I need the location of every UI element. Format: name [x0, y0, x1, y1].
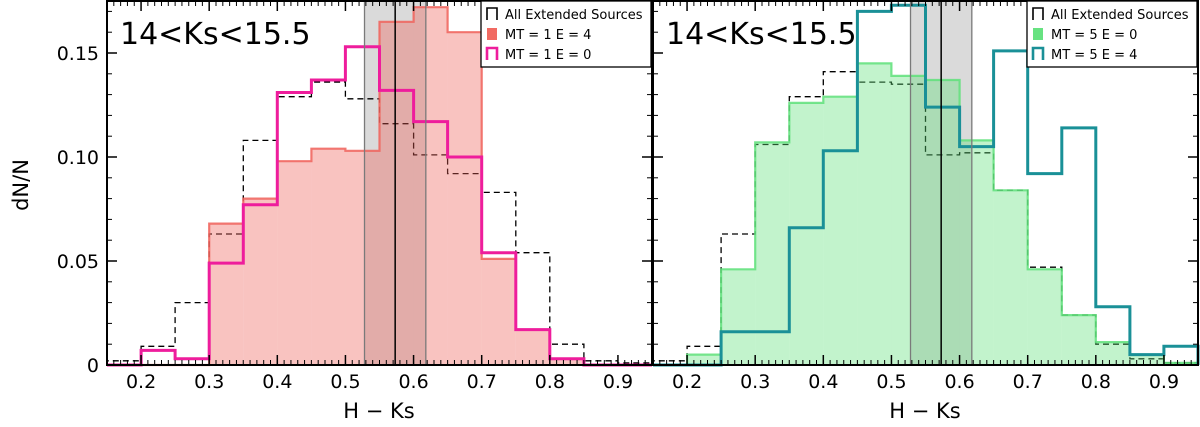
histogram-bar	[1129, 354, 1164, 365]
histogram-bar	[549, 358, 584, 365]
x-axis-label: H − Ks	[889, 399, 960, 423]
legend-swatch	[1031, 46, 1045, 60]
histogram-bar	[379, 21, 414, 366]
histogram-bar	[1027, 269, 1062, 365]
x-axis-label: H − Ks	[343, 399, 414, 423]
panel-left: 14<Ks<15.5 H − Ks dN/N 0.2 0.3 0.4 0.5 0.6 0.…	[9, 0, 653, 423]
x-tick-label: 0.3	[740, 371, 770, 393]
x-tick-label: 0.4	[808, 371, 838, 393]
x-tick-label: 0.2	[672, 371, 702, 393]
legend-swatch	[1033, 28, 1043, 40]
series-outline	[652, 71, 1199, 365]
panel-title: 14<Ks<15.5	[120, 17, 311, 52]
legend-frame	[480, 0, 652, 68]
histogram-bar	[891, 75, 926, 365]
legend: All Extended Sources MT = 5 E = 0 MT = 5 E…	[1026, 0, 1198, 68]
histogram-bar	[1095, 342, 1130, 365]
histogram-bar	[823, 96, 858, 366]
histogram-bar	[345, 150, 380, 365]
x-tick-label: 0.3	[194, 371, 224, 393]
legend-label: MT = 5 E = 4	[1051, 48, 1137, 63]
x-tick-label: 0.6	[398, 371, 428, 393]
y-tick-label: 0.10	[57, 147, 99, 169]
x-tick-label: 0.7	[1013, 371, 1043, 393]
legend-label: MT = 1 E = 0	[505, 48, 591, 63]
y-tick-label: 0	[87, 355, 99, 377]
histogram-bar	[447, 32, 482, 365]
x-tick-label: 0.9	[1149, 371, 1179, 393]
legend: All Extended Sources MT = 1 E = 4 MT = 1 E…	[480, 0, 652, 68]
histogram-bar	[755, 142, 790, 365]
histogram-bar	[277, 161, 312, 365]
histogram-bar	[925, 80, 960, 365]
legend-label: MT = 5 E = 0	[1051, 28, 1137, 43]
x-tick-label: 0.8	[1081, 371, 1111, 393]
legend-label: All Extended Sources	[1051, 8, 1189, 23]
series-1	[107, 6, 652, 367]
legend-swatch	[487, 28, 497, 40]
histogram-bar	[959, 140, 994, 365]
x-tick-label: 0.2	[126, 371, 156, 393]
series-2	[653, 3, 1200, 367]
panel-right: 14<Ks<15.5 H − Ks 0.2 0.3 0.4 0.5 0.6 0.7 0.8 0…	[652, 0, 1200, 423]
legend-label: All Extended Sources	[505, 8, 643, 23]
x-tick-label: 0.8	[535, 371, 565, 393]
histogram-bar	[481, 258, 516, 365]
histogram-bar	[1061, 315, 1096, 365]
histogram-bar	[515, 329, 550, 365]
panel-title: 14<Ks<15.5	[666, 17, 857, 52]
x-tick-label: 0.9	[603, 371, 633, 393]
histogram-bar	[789, 102, 824, 366]
legend-swatch	[486, 7, 498, 20]
histogram-bar	[993, 190, 1028, 365]
x-tick-label: 0.6	[944, 371, 974, 393]
histogram-bar	[721, 269, 756, 365]
series-outline	[653, 3, 1200, 367]
histogram-bar	[311, 148, 346, 365]
series-0	[652, 71, 1199, 365]
legend-swatch	[1032, 7, 1044, 20]
x-tick-label: 0.5	[330, 371, 360, 393]
x-tick-label: 0.4	[262, 371, 292, 393]
y-tick-label: 0.15	[57, 43, 99, 65]
x-tick-label: 0.7	[467, 371, 497, 393]
legend-swatch	[485, 46, 499, 60]
legend-frame	[1026, 0, 1198, 68]
histogram-bar	[857, 63, 892, 366]
y-axis-label: dN/N	[9, 159, 33, 211]
series-1	[653, 62, 1200, 367]
x-tick-label: 0.5	[876, 371, 906, 393]
histogram-bar	[687, 354, 722, 365]
histogram-bar	[243, 198, 278, 365]
y-tick-label: 0.05	[57, 251, 99, 273]
legend-label: MT = 1 E = 4	[505, 28, 591, 43]
histogram-bar	[413, 7, 448, 366]
histogram-bar	[209, 223, 244, 365]
